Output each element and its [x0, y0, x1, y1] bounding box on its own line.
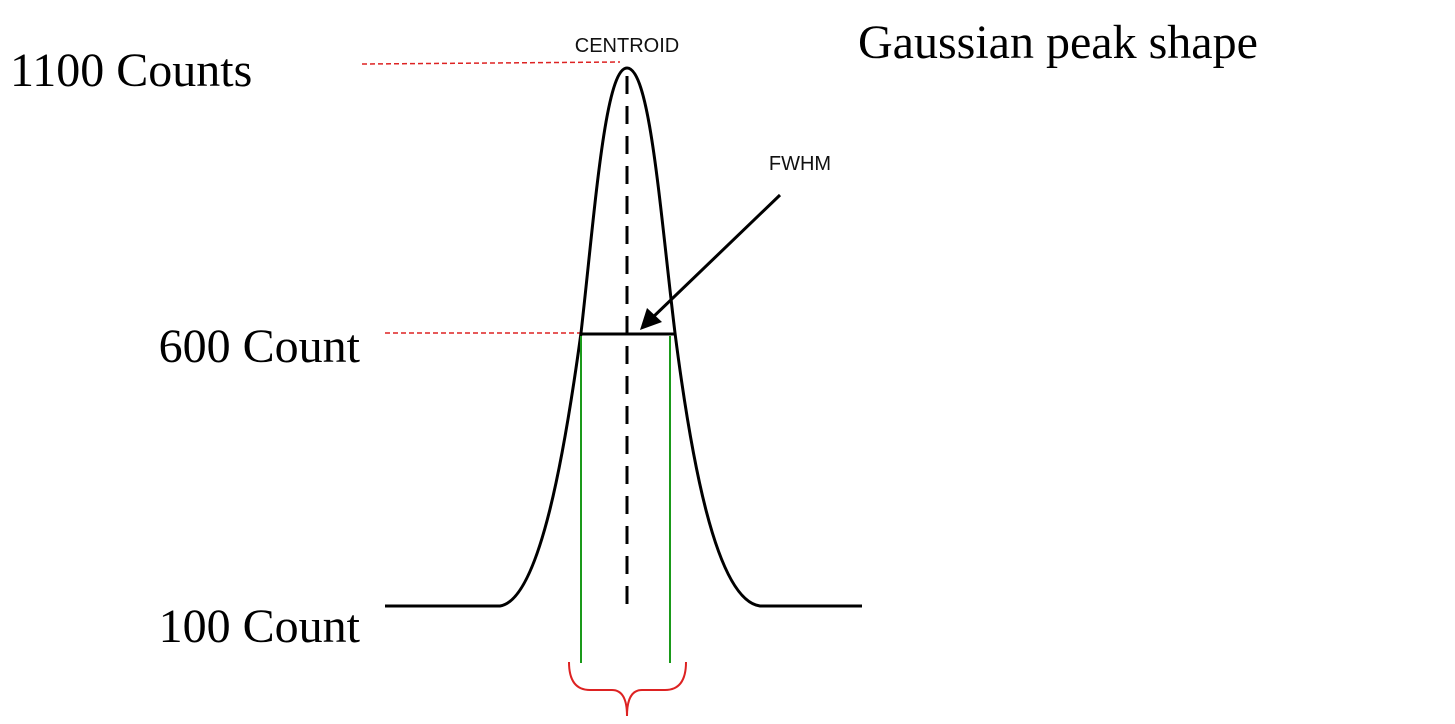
peak-guide: [361, 61, 621, 65]
title: Gaussian peak shape: [858, 16, 1258, 69]
fwhm-label: FWHM: [769, 153, 831, 175]
centroid-label: CENTROID: [575, 35, 679, 57]
gaussian-curve: [385, 66, 862, 608]
base-label: 100 Count: [159, 600, 361, 653]
peak-label: 1100 Counts: [10, 44, 252, 97]
fwhm-arrow: [648, 193, 782, 322]
width-brace: [568, 661, 687, 717]
half-label: 600 Count: [159, 320, 361, 373]
arrow-head: [640, 308, 662, 330]
